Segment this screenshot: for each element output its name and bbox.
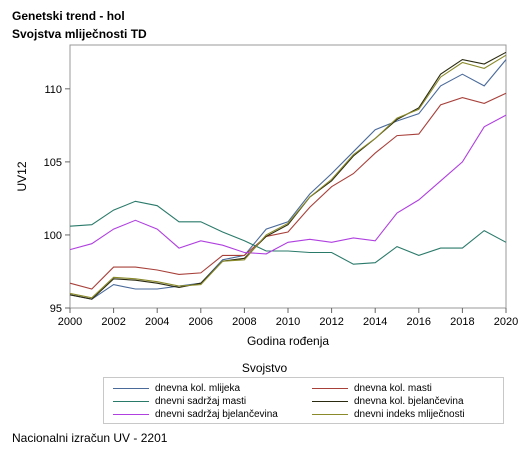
- footnote: Nacionalni izračun UV - 2201: [12, 431, 168, 445]
- legend-label: dnevni sadržaj masti: [155, 396, 247, 407]
- chart-subtitle: Svojstva mliječnosti TD: [12, 27, 147, 41]
- legend-label: dnevni sadržaj bjelančevina: [155, 409, 278, 420]
- series-line-4: [69, 51, 507, 300]
- x-tick-label: 2020: [494, 316, 518, 328]
- legend-label: dnevna kol. mlijeka: [155, 383, 241, 394]
- x-tick-label: 2014: [363, 316, 387, 328]
- legend-label: dnevna kol. masti: [354, 383, 432, 394]
- series-line-2: [69, 92, 507, 290]
- legend-swatch: [113, 388, 149, 389]
- x-tick-label: 2000: [58, 316, 82, 328]
- series-line-5: [69, 114, 507, 255]
- x-tick-label: 2006: [189, 316, 213, 328]
- legend-title: Svojstvo: [241, 361, 288, 375]
- chart-title: Genetski trend - hol: [12, 9, 125, 23]
- y-tick-label: 105: [44, 157, 62, 169]
- x-tick-label: 2002: [101, 316, 125, 328]
- x-tick-label: 2016: [407, 316, 431, 328]
- legend-swatch: [312, 414, 348, 415]
- x-tick-label: 2018: [450, 316, 474, 328]
- legend-label: dnevna kol. bjelančevina: [354, 396, 464, 407]
- y-tick-label: 110: [44, 84, 62, 96]
- legend-swatch: [312, 401, 348, 402]
- legend: [103, 377, 504, 424]
- y-axis-label: UV12: [15, 161, 29, 191]
- series-line-6: [69, 54, 507, 299]
- y-tick-label: 95: [50, 303, 62, 315]
- x-axis-label: Godina rođenja: [247, 334, 329, 348]
- legend-swatch: [312, 388, 348, 389]
- series-line-3: [69, 200, 507, 265]
- x-tick-label: 2012: [319, 316, 343, 328]
- x-tick-label: 2004: [145, 316, 169, 328]
- x-tick-label: 2008: [232, 316, 256, 328]
- legend-swatch: [113, 414, 149, 415]
- legend-label: dnevni indeks mliječnosti: [354, 409, 465, 420]
- plot-area-frame: [69, 44, 507, 309]
- y-tick-label: 100: [44, 230, 62, 242]
- x-tick-label: 2010: [276, 316, 300, 328]
- legend-swatch: [113, 401, 149, 402]
- series-line-1: [69, 59, 507, 300]
- line-chart: 2000 2002 2004 2006 2008 2010 2012 2014 2016 2018…: [15, 44, 518, 348]
